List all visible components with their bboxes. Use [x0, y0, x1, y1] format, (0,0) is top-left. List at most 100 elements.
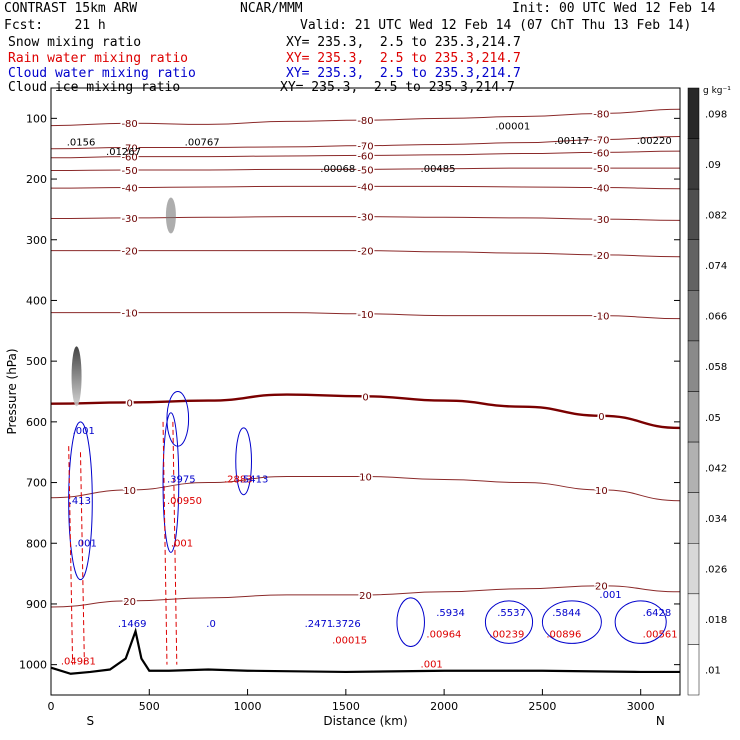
- colorbar-swatch: [687, 593, 700, 645]
- y-tick-label: 1000: [19, 659, 47, 672]
- data-annotation: .00964: [426, 629, 461, 640]
- rain-contour: [162, 421, 168, 665]
- y-tick-label: 800: [26, 537, 47, 550]
- isotherm-label: -60: [357, 151, 373, 162]
- data-annotation: .413: [69, 496, 91, 507]
- title-center: NCAR/MMM: [240, 1, 303, 16]
- x-tick-label: 2000: [430, 700, 458, 713]
- colorbar-tick-label: .066: [705, 312, 727, 323]
- isotherm-label: -70: [357, 142, 373, 153]
- colorbar-tick-label: .042: [705, 463, 727, 474]
- forecast-hour: Fcst: 21 h: [4, 18, 106, 33]
- isotherm-line: [51, 216, 680, 221]
- isotherm-label: -40: [121, 184, 137, 195]
- section-end-label: N: [656, 714, 665, 728]
- x-tick-label: 0: [48, 700, 55, 713]
- rain-contour: [68, 446, 74, 665]
- data-annotation: .1469: [118, 619, 147, 630]
- data-annotation: .01267: [106, 147, 141, 158]
- title-left: CONTRAST 15km ARW: [4, 1, 138, 16]
- field-xy-rain: XY= 235.3, 2.5 to 235.3,214.7: [286, 51, 521, 66]
- isotherm-line: [51, 475, 680, 502]
- isotherm-label: -10: [357, 310, 373, 321]
- isotherm-label: -60: [121, 153, 137, 164]
- y-tick-label: 900: [26, 598, 47, 611]
- colorbar-tick-label: .058: [705, 362, 727, 373]
- data-annotation: .2883: [224, 475, 253, 486]
- rain-contour: [79, 452, 85, 665]
- y-tick-label: 500: [26, 355, 47, 368]
- data-annotation: .00117: [554, 136, 589, 147]
- isotherm-line: [51, 136, 680, 150]
- isotherm-label: 20: [595, 582, 608, 593]
- data-annotation: .00950: [167, 496, 202, 507]
- data-annotation: .5413: [240, 475, 269, 486]
- isotherm-line: [51, 312, 680, 320]
- x-tick-label: 1500: [332, 700, 360, 713]
- colorbar-swatch: [687, 340, 700, 392]
- isotherm-label: -80: [593, 109, 609, 120]
- colorbar-unit: g kg⁻¹: [703, 86, 731, 96]
- data-annotation: .5537: [497, 608, 526, 619]
- isotherm-label: 20: [123, 597, 136, 608]
- colorbar-swatch: [687, 188, 700, 241]
- cloud-water-contour: [484, 600, 534, 644]
- y-tick-label: 100: [26, 112, 47, 125]
- colorbar-swatch: [687, 492, 700, 544]
- cloud-water-contour: [541, 600, 602, 644]
- colorbar-swatch: [687, 391, 700, 443]
- field-name-cloud-water: Cloud water mixing ratio: [8, 66, 196, 81]
- data-annotation: .04981: [61, 657, 96, 668]
- cloud-water-contour: [68, 421, 93, 581]
- isotherm-label: -50: [121, 166, 137, 177]
- isotherm-line: [51, 185, 680, 190]
- x-tick-label: 2500: [528, 700, 556, 713]
- cloud-water-contour: [614, 600, 667, 644]
- isotherm-label: -40: [357, 182, 373, 193]
- isotherm-label: -50: [357, 165, 373, 176]
- data-annotation: .0156: [67, 138, 96, 149]
- data-annotation: .00485: [421, 164, 456, 175]
- data-annotation: .001: [421, 660, 443, 671]
- colorbar-swatch: [687, 441, 700, 493]
- isotherm-label: -60: [593, 148, 609, 159]
- init-time: Init: 00 UTC Wed 12 Feb 14: [512, 1, 716, 16]
- colorbar-tick-label: .082: [705, 210, 727, 221]
- isotherm-label: -10: [121, 309, 137, 320]
- isotherm-label: 0: [598, 412, 604, 423]
- isotherm-label: 10: [123, 486, 136, 497]
- isotherm-label: -50: [593, 164, 609, 175]
- section-start-label: S: [87, 714, 95, 728]
- data-annotation: .00001: [495, 121, 530, 132]
- colorbar-swatch: [687, 87, 700, 139]
- data-annotation: .0: [206, 619, 216, 630]
- y-tick-label: 400: [26, 294, 47, 307]
- isotherm-label: 10: [595, 486, 608, 497]
- data-annotation: .00561: [643, 629, 678, 640]
- isotherm-label: 10: [359, 472, 372, 483]
- field-xy-snow: XY= 235.3, 2.5 to 235.3,214.7: [286, 35, 521, 50]
- field-name-snow: Snow mixing ratio: [8, 35, 142, 50]
- data-annotation: .001: [599, 590, 621, 601]
- cloud-water-contour: [235, 427, 252, 496]
- isotherm-line: [51, 167, 680, 172]
- snow-shading: [165, 197, 176, 234]
- data-annotation: .2471: [305, 619, 334, 630]
- colorbar-tick-label: .034: [705, 514, 727, 525]
- isotherm-label: -20: [357, 247, 373, 258]
- colorbar-tick-label: .09: [705, 160, 721, 171]
- data-annotation: .5934: [436, 608, 465, 619]
- colorbar-swatch: [687, 138, 700, 190]
- y-tick-label: 600: [26, 416, 47, 429]
- isotherm-label: -40: [593, 184, 609, 195]
- x-tick-label: 500: [139, 700, 160, 713]
- data-annotation: .001: [73, 426, 95, 437]
- colorbar-tick-label: .026: [705, 565, 727, 576]
- isotherm-label: 0: [362, 392, 368, 403]
- data-annotation: .00767: [185, 138, 220, 149]
- isotherm-label: 20: [359, 591, 372, 602]
- isotherm-line: [51, 108, 680, 127]
- isotherm-label: -10: [593, 312, 609, 323]
- isotherm-label: -20: [121, 247, 137, 258]
